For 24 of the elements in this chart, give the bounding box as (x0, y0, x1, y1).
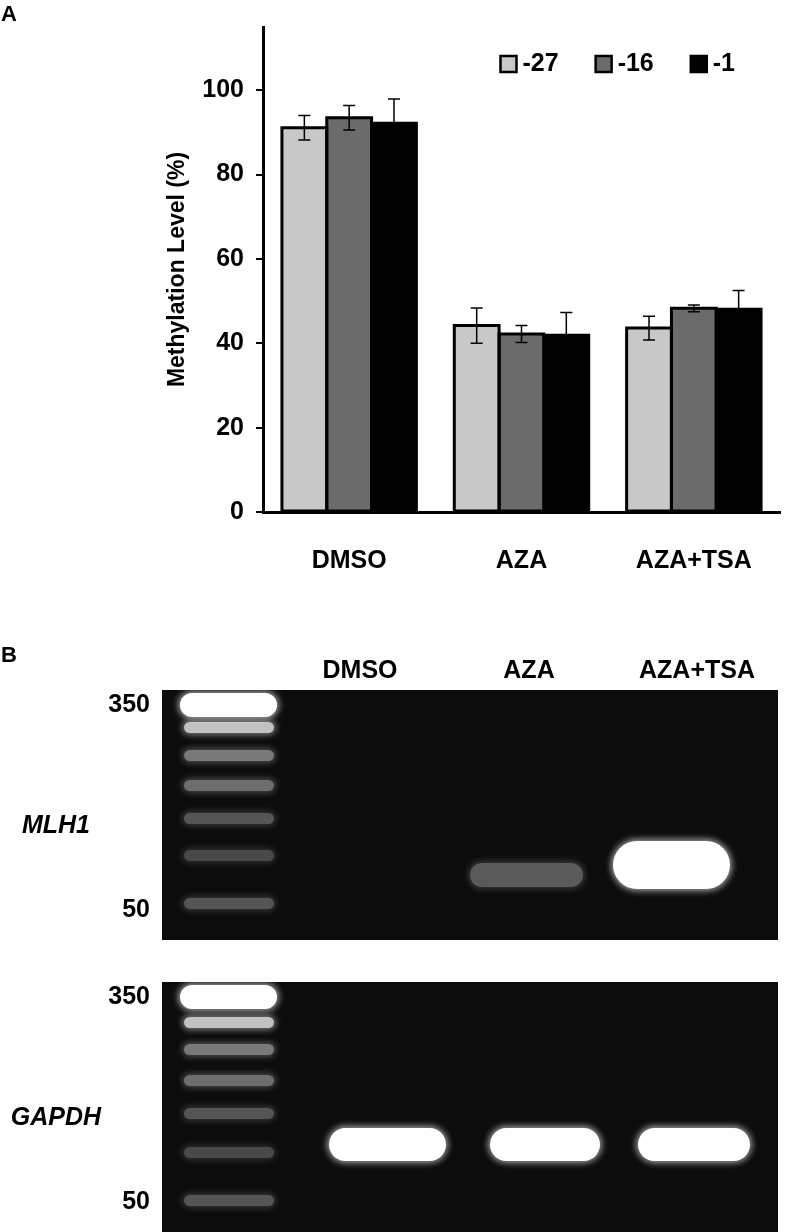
legend-label: -27 (522, 47, 559, 76)
category-label: AZA (503, 654, 555, 683)
text: 350 (108, 980, 150, 1009)
x-tick-label: DMSO (311, 544, 387, 573)
y-tick-label: 20 (216, 411, 244, 440)
y-tick-label: 0 (230, 495, 244, 524)
category-label: GAPDH (10, 1101, 102, 1130)
category-label: AZA+TSA (639, 654, 755, 683)
text: A (1, 1, 17, 26)
text: B (1, 642, 17, 667)
category-label: DMSO (322, 654, 398, 683)
legend-label: -16 (617, 47, 654, 76)
category-label: MLH1 (21, 809, 91, 838)
y-tick-label: 60 (216, 242, 244, 271)
legend-label: -1 (712, 47, 736, 76)
text: 50 (122, 1185, 150, 1214)
x-tick-label: AZA+TSA (635, 544, 752, 573)
y-tick-label: 80 (216, 158, 244, 187)
text: 50 (122, 893, 150, 922)
x-tick-label: AZA (495, 544, 548, 573)
text: 350 (108, 688, 150, 717)
y-tick-label: 100 (202, 74, 244, 103)
y-axis-title: Methylation Level (%) (163, 151, 190, 388)
y-tick-label: 40 (216, 327, 244, 356)
